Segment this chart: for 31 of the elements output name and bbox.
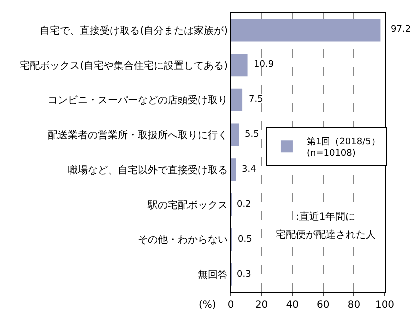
data-label: 10.9	[254, 60, 274, 70]
y-tick-label: その他・わからない	[138, 234, 228, 246]
y-tick-label: 配送業者の営業所・取扱所へ取りに行く	[48, 130, 228, 142]
x-tick-label: 60	[317, 300, 330, 311]
bar	[231, 124, 240, 146]
y-tick-label: 自宅で、直接受け取る(自分または家族が)	[40, 24, 228, 37]
annotation: :直近1年間に	[296, 211, 356, 223]
data-label: 5.5	[245, 130, 260, 140]
x-tick-label: 100	[375, 300, 395, 311]
y-tick-label: 無回答	[198, 269, 228, 282]
x-axis-title: (%)	[199, 300, 216, 311]
y-tick-label: 宅配ボックス(自宅や集合住宅に設置してある)	[20, 60, 228, 72]
bar	[231, 158, 236, 182]
x-tick-label: 40	[286, 300, 299, 311]
data-label: 0.3	[237, 270, 252, 280]
y-tick-label: 駅の宅配ボックス	[147, 199, 228, 212]
bar	[231, 54, 248, 77]
y-tick-label: 職場など、自宅以外で直接受け取る	[68, 164, 228, 176]
legend-label: 第1回（2018/5） (n=10108)	[306, 136, 380, 159]
data-label: 7.5	[249, 95, 264, 105]
x-tick-label: 0	[228, 300, 234, 311]
bar	[231, 88, 243, 112]
data-label: 0.2	[237, 200, 252, 210]
data-label: 0.5	[238, 235, 252, 245]
y-tick-label: コンビニ・スーパーなどの店頭受け取り	[48, 94, 228, 107]
x-tick-label: 20	[255, 300, 268, 311]
x-tick-label: 80	[348, 300, 361, 311]
bar	[231, 19, 381, 42]
data-label: 97.2	[391, 25, 412, 35]
annotation: 宅配便が配達された人	[276, 229, 376, 241]
data-label: 3.4	[242, 165, 257, 175]
